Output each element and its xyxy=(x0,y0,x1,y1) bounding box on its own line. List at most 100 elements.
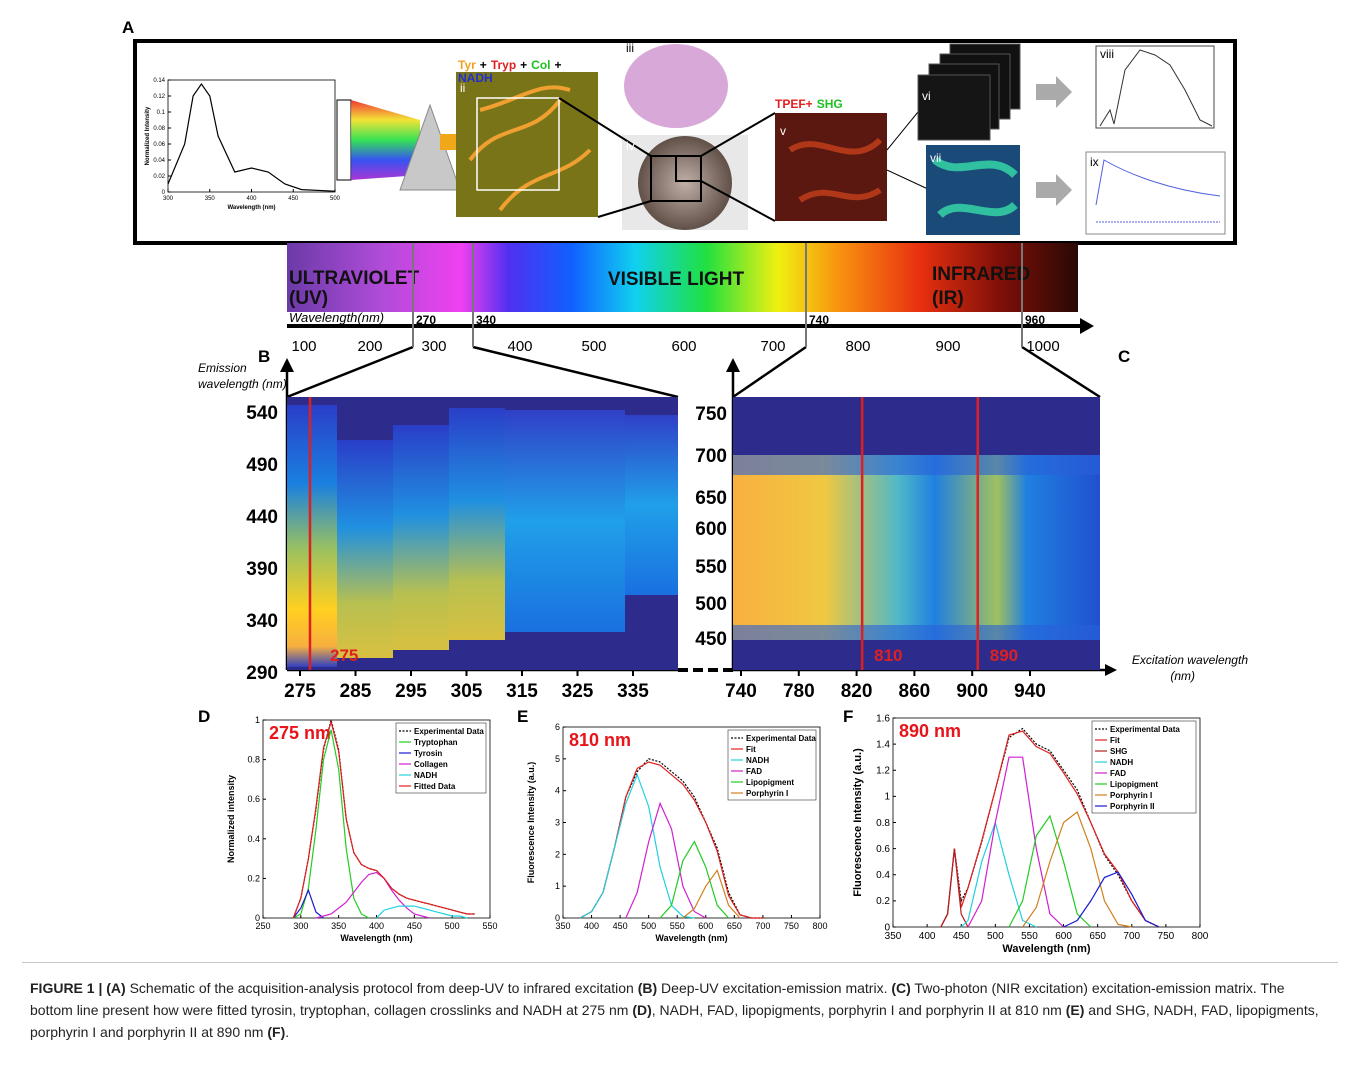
heatmap-band xyxy=(733,455,1100,640)
stain-part: + xyxy=(520,58,527,72)
arrow xyxy=(1036,76,1072,108)
legend-label: FAD xyxy=(1110,769,1126,778)
legend-label: Fit xyxy=(746,745,756,754)
heatmap-column xyxy=(287,405,337,667)
y-tick-label: 1 xyxy=(255,715,260,725)
y-tick-label: 700 xyxy=(695,446,727,467)
x-tick-label: 600 xyxy=(698,921,713,931)
legend-label: Porphyrin I xyxy=(1110,791,1152,800)
y-tick-label: 0.08 xyxy=(153,126,165,132)
series-line xyxy=(1022,811,1132,928)
x-tick-label: 295 xyxy=(395,681,427,702)
legend-label: Fit xyxy=(1110,736,1120,745)
series-line xyxy=(579,773,695,919)
y-tick-label: 340 xyxy=(246,611,278,632)
panel-numeral: iv xyxy=(626,139,635,153)
x-tick-label: 400 xyxy=(246,196,257,202)
x-tick-label: 860 xyxy=(899,681,931,702)
legend-label: NADH xyxy=(1110,758,1133,767)
y-tick-label: 540 xyxy=(246,403,278,424)
x-axis-label: Wavelength (nm) xyxy=(655,933,727,943)
legend-label: Collagen xyxy=(414,760,448,769)
panel-numeral: vi xyxy=(922,89,931,103)
x-tick-label: 275 xyxy=(284,681,316,702)
y-tick-label: 0.04 xyxy=(153,158,165,164)
legend-label: NADH xyxy=(414,771,437,780)
zoom-line xyxy=(558,97,652,157)
stain-part: Tyr xyxy=(458,58,476,72)
legend-label: Tyrosin xyxy=(414,749,442,758)
legend-label: Porphyrin II xyxy=(1110,802,1154,811)
x-tick-label: 350 xyxy=(331,921,346,931)
y-tick-label: 600 xyxy=(695,519,727,540)
x-tick-label: 315 xyxy=(506,681,538,702)
stain-part: Col xyxy=(531,58,550,72)
caption-text: Schematic of the acquisition-analysis pr… xyxy=(125,980,638,996)
y-tick-label: 0.2 xyxy=(247,873,260,883)
x-tick-label: 335 xyxy=(617,681,649,702)
marker-label: 340 xyxy=(476,313,496,327)
heatmap-column xyxy=(337,440,393,658)
x-tick-label: 325 xyxy=(562,681,594,702)
y-tick-label: 750 xyxy=(695,404,727,425)
legend-label: Experimental Data xyxy=(414,727,484,736)
x-tick-label: 500 xyxy=(641,921,656,931)
panel-label: A xyxy=(122,18,134,37)
beam xyxy=(440,134,460,150)
chart-title: 890 nm xyxy=(899,721,961,741)
y-tick-label: 3 xyxy=(555,818,560,828)
y-tick-label: 2 xyxy=(555,849,560,859)
y-tick-label: 0.1 xyxy=(157,110,166,116)
x-tick-label: 250 xyxy=(255,921,270,931)
zoom-line xyxy=(700,180,776,222)
image-iii xyxy=(624,44,728,128)
series-line xyxy=(579,758,763,919)
y-tick-label: 450 xyxy=(695,629,727,650)
x-tick-label: 650 xyxy=(1089,931,1106,942)
x-tick-label: 500 xyxy=(445,921,460,931)
y-tick-label: 0.14 xyxy=(153,78,165,84)
x-tick-label: 550 xyxy=(1021,931,1038,942)
image-ii xyxy=(456,72,598,217)
heatmap-edge xyxy=(733,455,1100,475)
x-tick-label: 350 xyxy=(205,196,216,202)
image-v xyxy=(775,113,887,221)
y-tick-label: 1.4 xyxy=(876,739,890,750)
image-v-texture xyxy=(788,137,883,203)
y-tick-label: 1 xyxy=(884,792,890,803)
legend-box xyxy=(395,722,487,794)
legend-label: Experimental Data xyxy=(1110,725,1180,734)
grating xyxy=(336,99,352,181)
panel-label: D xyxy=(198,707,210,726)
caption-text: . xyxy=(285,1024,290,1040)
x-tick-label: 305 xyxy=(451,681,483,702)
chart-title: 810 nm xyxy=(569,730,631,750)
heatmap-b xyxy=(287,397,678,670)
y-tick-label: 5 xyxy=(555,754,560,764)
series-line xyxy=(682,868,741,919)
stain-part: + xyxy=(480,58,487,72)
legend-label: Lipopigment xyxy=(746,778,794,787)
y-tick-label: 4 xyxy=(555,786,560,796)
x-tick-label: 820 xyxy=(841,681,873,702)
y-tick-label: 550 xyxy=(695,557,727,578)
x-axis-label: Wavelength (nm) xyxy=(227,205,275,211)
legend-label: Experimental Data xyxy=(746,734,816,743)
zoom-line xyxy=(597,200,652,218)
x-tick-label: 750 xyxy=(1158,931,1175,942)
excitation-line-label: 810 xyxy=(874,646,902,665)
series-line xyxy=(1063,871,1160,928)
x-tick-label: 900 xyxy=(956,681,988,702)
spectrum-bar xyxy=(287,243,1078,312)
y-tick-label: 1.2 xyxy=(876,766,890,777)
caption-text: (B) xyxy=(637,980,658,996)
stain-part: Tryp xyxy=(491,58,516,72)
x-tick-label: 450 xyxy=(407,921,422,931)
image-vii-texture xyxy=(932,156,1018,219)
panel-label: F xyxy=(843,707,853,726)
x-tick-label: 600 xyxy=(1055,931,1072,942)
chart-title: 275 nm xyxy=(269,723,331,743)
tick-label: 600 xyxy=(671,338,696,355)
caption-text: FIGURE 1 | (A) xyxy=(30,980,126,996)
